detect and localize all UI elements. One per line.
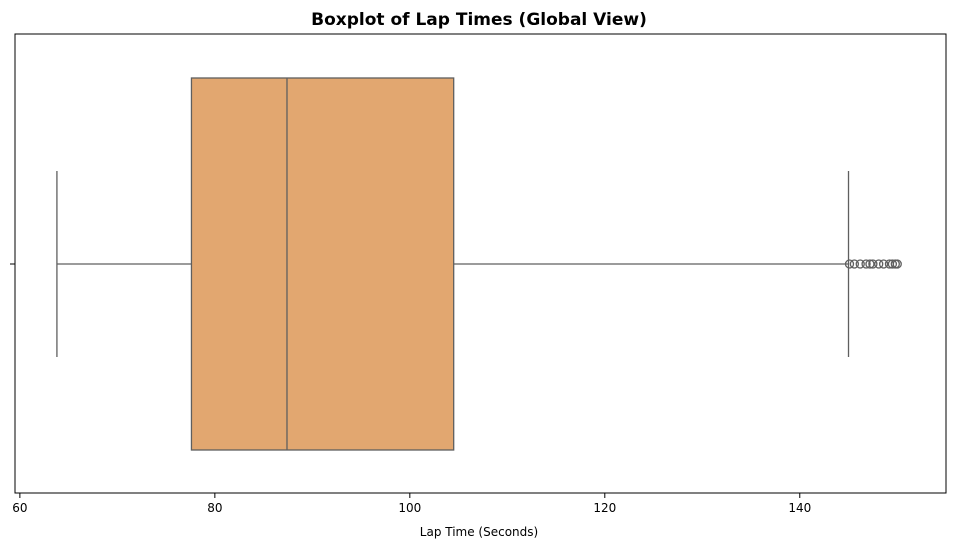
x-tick-label: 80 bbox=[207, 501, 222, 515]
plot-area: 60 80 100 120 140 bbox=[10, 33, 947, 515]
x-axis-label: Lap Time (Seconds) bbox=[420, 525, 538, 539]
outlier-point bbox=[861, 259, 871, 269]
outlier-point bbox=[878, 259, 889, 269]
x-tick-label: 100 bbox=[398, 501, 421, 515]
outlier-point bbox=[855, 259, 865, 269]
outlier-point bbox=[887, 259, 898, 269]
x-tick-label: 60 bbox=[12, 501, 27, 515]
x-tick-label: 120 bbox=[593, 501, 616, 515]
outlier-point bbox=[868, 259, 878, 269]
outlier-point bbox=[874, 259, 884, 269]
outlier-point bbox=[849, 259, 860, 269]
x-tick-label: 140 bbox=[788, 501, 811, 515]
outlier-point bbox=[892, 259, 902, 269]
outlier-point bbox=[865, 259, 875, 269]
outlier-point bbox=[844, 259, 855, 269]
iqr-box bbox=[190, 77, 455, 451]
chart-title: Boxplot of Lap Times (Global View) bbox=[311, 10, 647, 30]
